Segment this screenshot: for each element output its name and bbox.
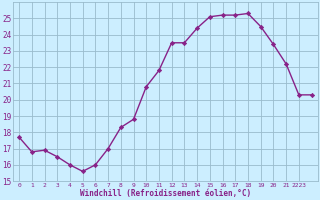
X-axis label: Windchill (Refroidissement éolien,°C): Windchill (Refroidissement éolien,°C) — [80, 189, 251, 198]
